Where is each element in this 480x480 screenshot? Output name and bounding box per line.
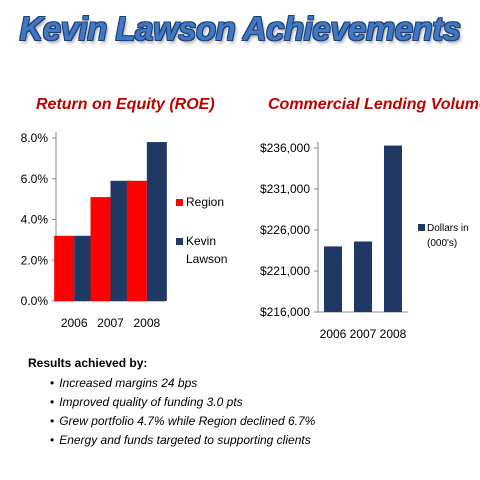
y-tick-label: 8.0% bbox=[21, 131, 49, 145]
bar-series-1-2006 bbox=[324, 246, 342, 312]
legend-label: Region bbox=[186, 195, 224, 209]
y-tick-label: 4.0% bbox=[21, 213, 49, 227]
legend-swatch bbox=[418, 224, 425, 231]
bar-series-2-2007 bbox=[110, 180, 131, 301]
legend-swatch bbox=[176, 199, 183, 206]
legend-label: Dollars in bbox=[427, 223, 469, 234]
bar-series-1-2008 bbox=[384, 145, 402, 312]
bar-series-1-2007 bbox=[354, 241, 372, 312]
results-list: Increased margins 24 bps Improved qualit… bbox=[28, 374, 468, 450]
x-tick-label: 2007 bbox=[97, 316, 124, 330]
y-tick-label: $226,000 bbox=[260, 223, 310, 237]
results-section: Results achieved by: Increased margins 2… bbox=[28, 356, 468, 450]
y-tick-label: 0.0% bbox=[21, 294, 49, 308]
y-tick-label: $231,000 bbox=[260, 182, 310, 196]
legend-swatch bbox=[176, 238, 183, 245]
x-tick-label: 2006 bbox=[61, 316, 88, 330]
x-tick-label: 2008 bbox=[380, 327, 407, 341]
bar-series-2-2008 bbox=[146, 142, 167, 301]
x-tick-label: 2006 bbox=[320, 327, 347, 341]
legend-label: (000's) bbox=[427, 238, 457, 249]
legend-label: Kevin bbox=[186, 234, 216, 248]
results-item: Grew portfolio 4.7% while Region decline… bbox=[50, 412, 468, 431]
results-item: Energy and funds targeted to supporting … bbox=[50, 431, 468, 450]
y-tick-label: $236,000 bbox=[260, 141, 310, 155]
y-tick-label: $216,000 bbox=[260, 305, 310, 319]
roe-chart: 0.0% 2.0% 4.0% 6.0% 8.0% 2006 2007 2008 Region Ke… bbox=[21, 131, 228, 330]
x-tick-label: 2008 bbox=[133, 316, 160, 330]
x-tick-label: 2007 bbox=[350, 327, 377, 341]
roe-chart-title: Return on Equity (ROE) bbox=[36, 96, 215, 113]
lending-chart: $216,000 $221,000 $226,000 $231,000 $236,000… bbox=[260, 141, 469, 341]
results-heading: Results achieved by: bbox=[28, 356, 148, 370]
y-tick-label: 6.0% bbox=[21, 172, 49, 186]
lending-chart-title: Commercial Lending Volume bbox=[268, 96, 480, 113]
legend-label: Lawson bbox=[186, 252, 227, 266]
y-tick-label: $221,000 bbox=[260, 264, 310, 278]
bar-series-2-2006 bbox=[74, 235, 95, 301]
page-title: Kevin Lawson Achievements bbox=[19, 10, 461, 47]
bar-series-1-2006 bbox=[54, 235, 75, 301]
bar-series-1-2008 bbox=[126, 180, 147, 301]
y-tick-label: 2.0% bbox=[21, 253, 49, 267]
results-item: Improved quality of funding 3.0 pts bbox=[50, 393, 468, 412]
results-item: Increased margins 24 bps bbox=[50, 374, 468, 393]
bar-series-1-2007 bbox=[90, 197, 111, 301]
